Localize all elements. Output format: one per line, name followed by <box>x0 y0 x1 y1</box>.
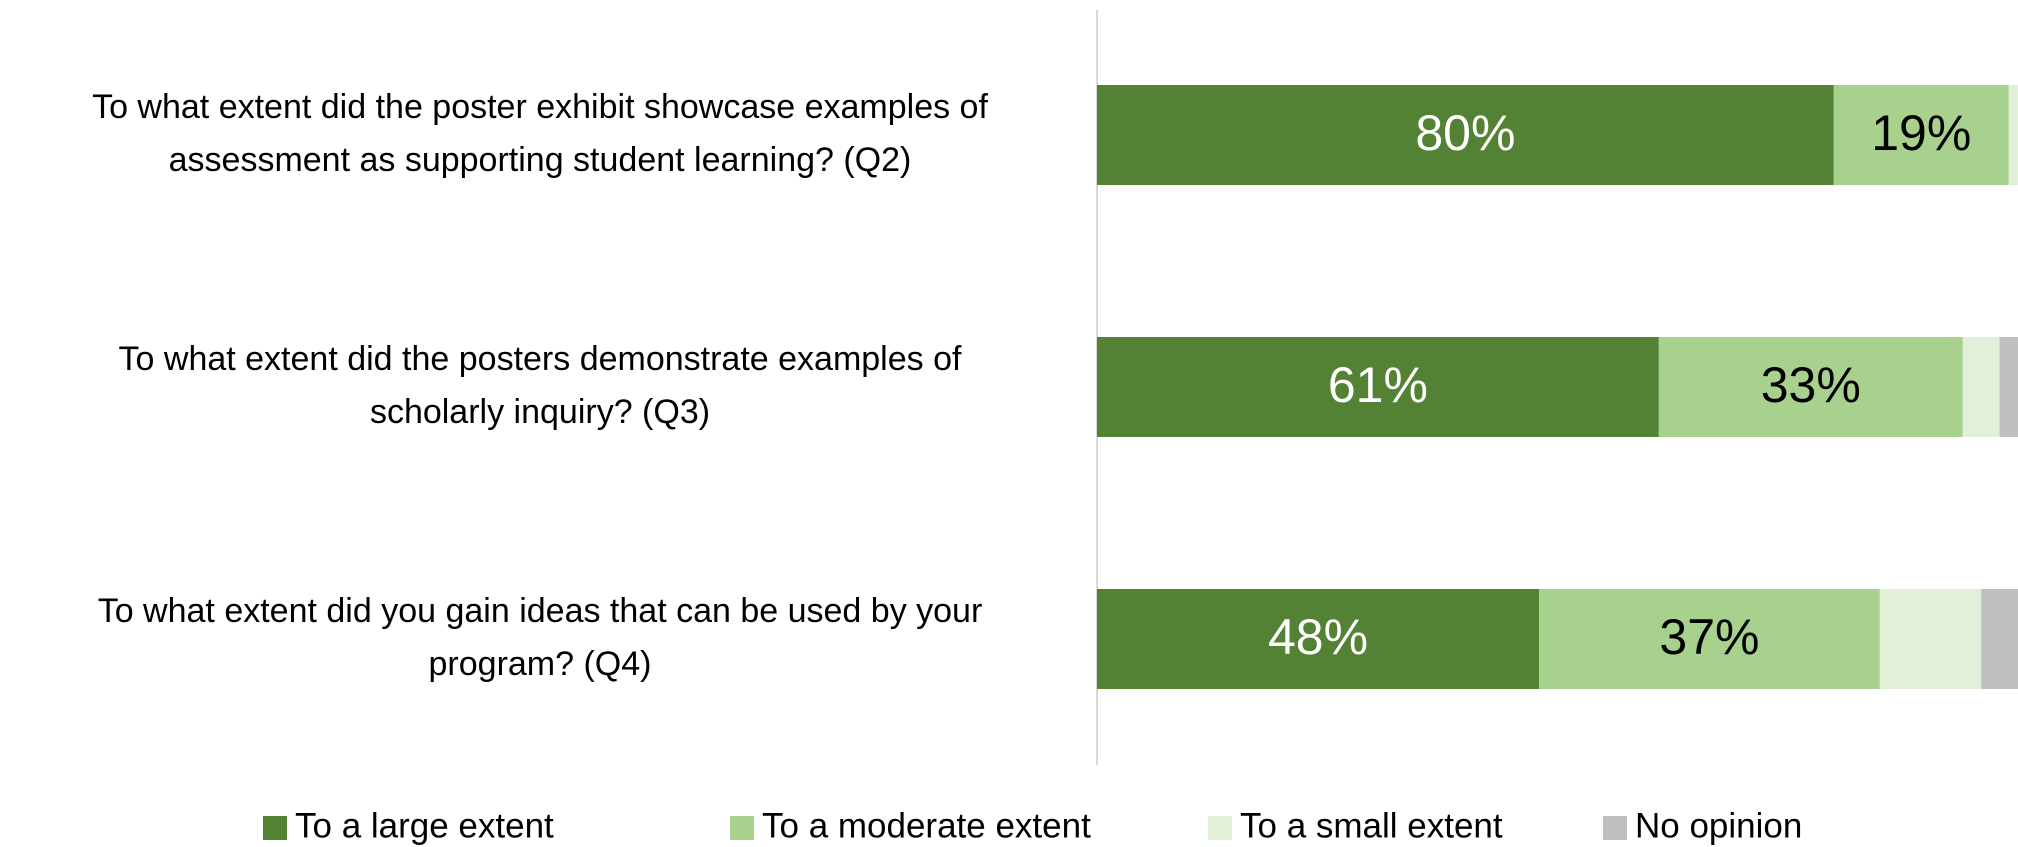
legend-label: To a moderate extent <box>762 806 1091 845</box>
data-label: 37% <box>1659 609 1759 665</box>
bar-segment <box>1539 589 1880 689</box>
bar-segment <box>1879 589 1982 689</box>
bar-segment <box>1962 337 2000 437</box>
category-label: To what extent did the poster exhibit sh… <box>92 88 988 126</box>
legend-swatch <box>1603 816 1627 840</box>
legend-label: To a small extent <box>1240 806 1503 845</box>
data-label: 48% <box>1268 609 1368 665</box>
bar-segment <box>1999 337 2018 437</box>
legend-swatch <box>1208 816 1232 840</box>
data-label: 33% <box>1761 357 1861 413</box>
bar-segment <box>2008 85 2018 185</box>
data-label: 61% <box>1328 357 1428 413</box>
category-label: assessment as supporting student learnin… <box>169 141 912 179</box>
category-label: To what extent did you gain ideas that c… <box>98 592 983 630</box>
category-label: To what extent did the posters demonstra… <box>119 340 962 378</box>
data-label: 19% <box>1871 105 1971 161</box>
legend-label: No opinion <box>1635 806 1802 845</box>
bar-segment <box>1981 589 2018 689</box>
legend-swatch <box>263 816 287 840</box>
bar-segment <box>1097 589 1540 689</box>
bar-segment <box>1658 337 1963 437</box>
bar-segment <box>1833 85 2009 185</box>
category-label: program? (Q4) <box>429 645 652 683</box>
data-label: 80% <box>1415 105 1515 161</box>
bar-segment <box>1097 337 1659 437</box>
legend-label: To a large extent <box>295 806 554 845</box>
bar-segment <box>1097 85 1834 185</box>
category-label: scholarly inquiry? (Q3) <box>370 393 710 431</box>
legend-swatch <box>730 816 754 840</box>
